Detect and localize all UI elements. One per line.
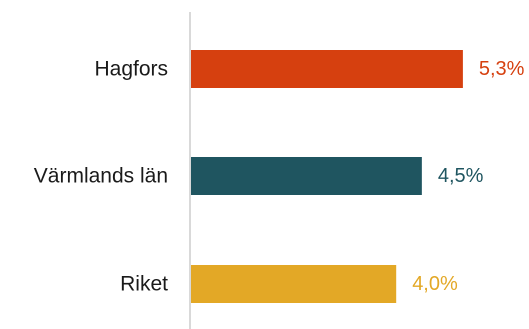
bar-2 [191, 265, 397, 303]
bar-0 [191, 50, 463, 88]
value-label-2: 4,0% [412, 273, 458, 295]
category-label-1: Värmlands län [34, 165, 168, 188]
bars-layer: Hagfors 5,3% Värmlands län 4,5% Riket 4,0% [34, 50, 525, 303]
category-label-2: Riket [120, 273, 168, 296]
category-label-0: Hagfors [94, 58, 168, 81]
bar-1 [191, 157, 422, 195]
value-label-0: 5,3% [479, 58, 525, 80]
value-label-1: 4,5% [438, 165, 484, 187]
